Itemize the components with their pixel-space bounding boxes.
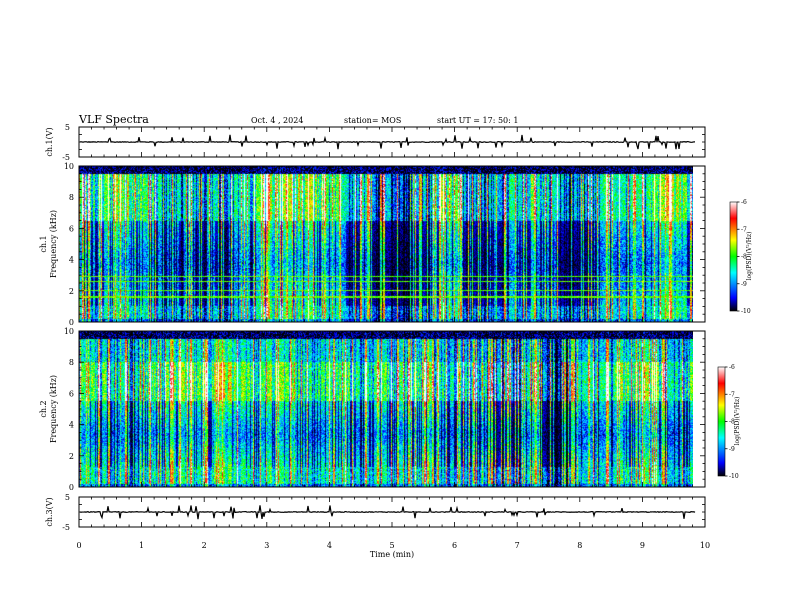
ch3-ytick-top: 5 <box>65 493 70 502</box>
ch1-spectrogram-ytick-label: 6 <box>69 224 74 233</box>
ch3-waveform-ylabel: ch.3(V) <box>45 497 54 526</box>
ch2-spectrogram-ytick-label: 2 <box>69 452 74 461</box>
x-axis-label: Time (min) <box>370 550 414 559</box>
ch1-ylabel-channel: ch.1 <box>39 235 48 252</box>
ch2-spectrogram-ytick-label: 8 <box>69 358 74 367</box>
date-label: Oct. 4 , 2024 <box>251 116 303 125</box>
ch1-waveform-trace <box>79 134 696 150</box>
ch2-ylabel-channel: ch.2 <box>39 400 48 417</box>
ch2-spectrogram-ytick-labels: 0 2 4 6 8 10 <box>64 327 74 492</box>
ch1-spectrogram-ticks <box>78 165 706 323</box>
ch1-ytick-top: 5 <box>65 123 70 132</box>
ch2-colorbar-tick-label: -7 <box>729 391 735 398</box>
ch3-waveform-ticks <box>78 496 706 528</box>
x-axis-tick-label: 6 <box>452 541 457 550</box>
ch2-spectrogram-image <box>79 331 693 487</box>
x-axis-tick-label: 10 <box>700 541 710 550</box>
ch1-waveform-panel: 5 -5 ch.1(V) <box>45 123 706 162</box>
x-axis-tick-label: 9 <box>640 541 645 550</box>
ch2-spectrogram-ytick-label: 10 <box>64 327 74 336</box>
ch1-spectrogram-image <box>79 166 693 322</box>
ch2-colorbar-tick-label: -10 <box>729 473 739 480</box>
x-axis-tick-label: 7 <box>515 541 520 550</box>
ch1-colorbar <box>729 201 738 312</box>
x-axis-tick-label: 0 <box>76 541 81 550</box>
x-axis-tick-label: 8 <box>577 541 582 550</box>
ch1-spectrogram-ytick-labels: 0 2 4 6 8 10 <box>64 162 74 327</box>
ch1-colorbar-tick-label: -9 <box>741 281 747 288</box>
x-axis-tick-label: 4 <box>327 541 332 550</box>
ch1-spectrogram-ytick-label: 0 <box>69 318 74 327</box>
ch2-colorbar-label: log(PSD)(V²/Hz) <box>734 397 741 446</box>
ch2-spectrogram-panel: 0 2 4 6 8 10 ch.2 Frequency (kHz) -6 -7 -8 -9 -10… <box>39 327 741 492</box>
ch2-colorbar <box>717 366 726 477</box>
ch2-colorbar-tick-label: -9 <box>729 446 735 453</box>
ch2-spectrogram-image-wrap <box>79 331 693 487</box>
ch2-ylabel-frequency: Frequency (kHz) <box>49 375 58 443</box>
ch1-spectrogram-panel: 0 2 4 6 8 10 ch.1 Frequency (kHz) -6 -7 -8 -9 -10… <box>39 162 753 327</box>
ch1-ylabel-frequency: Frequency (kHz) <box>49 210 58 278</box>
ch1-spectrogram-ytick-label: 10 <box>64 162 74 171</box>
ch2-spectrogram-ytick-label: 4 <box>69 421 74 430</box>
ch1-ytick-bottom: -5 <box>62 153 70 162</box>
station-label: station= MOS <box>344 116 401 125</box>
ch1-colorbar-tick-label: -7 <box>741 226 747 233</box>
ch2-colorbar-ticks: -6 -7 -8 -9 -10 <box>725 364 739 480</box>
ch1-colorbar-tick-label: -8 <box>741 254 747 261</box>
ch1-colorbar-tick-label: -10 <box>741 308 751 315</box>
ch3-ytick-bottom: -5 <box>62 523 70 532</box>
ch1-waveform-ylabel: ch.1(V) <box>45 127 54 156</box>
x-axis-tick-label: 2 <box>202 541 207 550</box>
ch2-colorbar-tick-label: -8 <box>729 419 735 426</box>
x-axis-tick-label: 3 <box>264 541 269 550</box>
figure-title: VLF Spectra <box>78 113 149 126</box>
ch1-waveform-ticks <box>78 126 706 158</box>
ch2-colorbar-tick-label: -6 <box>729 364 735 371</box>
ch1-spectrogram-image-wrap <box>79 166 693 322</box>
x-axis-tick-labels: 0 1 2 3 4 5 6 7 8 9 10 <box>76 541 710 550</box>
ch1-colorbar-tick-label: -6 <box>741 199 747 206</box>
ch1-colorbar-ticks: -6 -7 -8 -9 -10 <box>737 199 751 315</box>
ch1-spectrogram-ytick-label: 2 <box>69 287 74 296</box>
ch1-spectrogram-ytick-label: 8 <box>69 193 74 202</box>
ch3-waveform-trace <box>79 505 696 520</box>
ch2-spectrogram-ticks <box>78 330 706 488</box>
x-axis-tick-label: 5 <box>389 541 394 550</box>
ch1-colorbar-label: log(PSD)(V²/Hz) <box>746 232 753 281</box>
ch1-spectrogram-ytick-label: 4 <box>69 256 74 265</box>
x-axis-tick-label: 1 <box>139 541 144 550</box>
ch2-spectrogram-ytick-label: 6 <box>69 389 74 398</box>
ch2-spectrogram-ytick-label: 0 <box>69 483 74 492</box>
ch3-waveform-panel: 5 -5 ch.3(V) <box>45 493 706 532</box>
start-time-label: start UT = 17: 50: 1 <box>437 116 518 125</box>
